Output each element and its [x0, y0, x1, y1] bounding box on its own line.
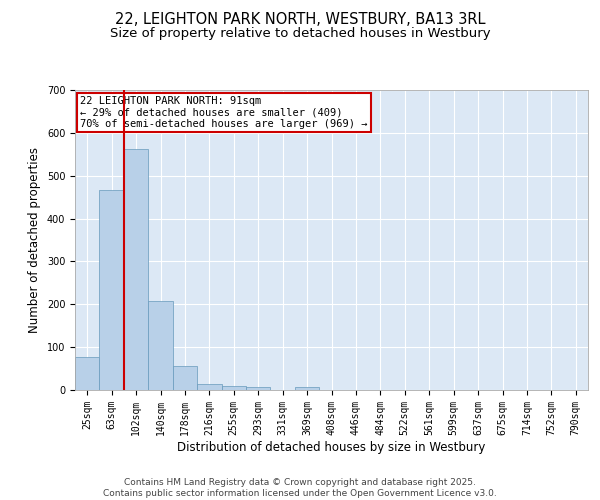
Bar	[295, 386, 319, 390]
X-axis label: Distribution of detached houses by size in Westbury: Distribution of detached houses by size …	[178, 440, 485, 454]
Bar	[246, 386, 271, 390]
Bar	[124, 149, 148, 390]
Text: Contains HM Land Registry data © Crown copyright and database right 2025.
Contai: Contains HM Land Registry data © Crown c…	[103, 478, 497, 498]
Bar	[221, 386, 246, 390]
Y-axis label: Number of detached properties: Number of detached properties	[28, 147, 41, 333]
Bar	[75, 356, 100, 390]
Bar	[148, 301, 173, 390]
Text: Size of property relative to detached houses in Westbury: Size of property relative to detached ho…	[110, 28, 490, 40]
Text: 22, LEIGHTON PARK NORTH, WESTBURY, BA13 3RL: 22, LEIGHTON PARK NORTH, WESTBURY, BA13 …	[115, 12, 485, 28]
Text: 22 LEIGHTON PARK NORTH: 91sqm
← 29% of detached houses are smaller (409)
70% of : 22 LEIGHTON PARK NORTH: 91sqm ← 29% of d…	[80, 96, 368, 129]
Bar	[100, 190, 124, 390]
Bar	[197, 384, 221, 390]
Bar	[173, 366, 197, 390]
